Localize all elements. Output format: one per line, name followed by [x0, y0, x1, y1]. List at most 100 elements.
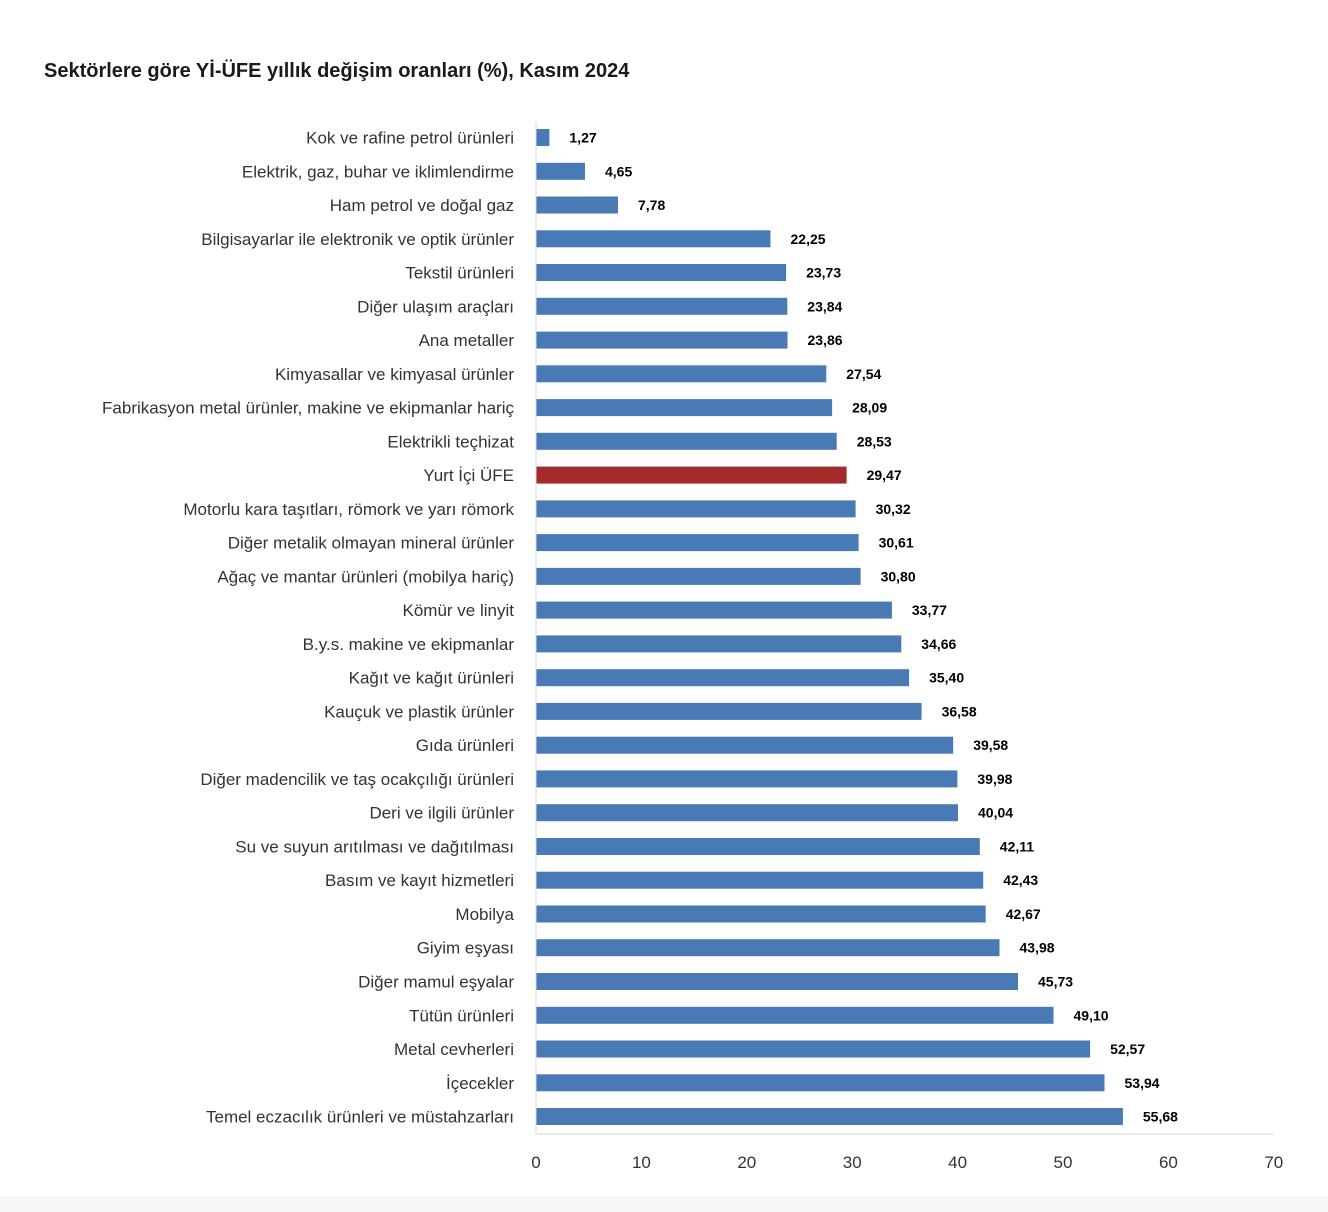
- value-label: 45,73: [1038, 974, 1073, 990]
- x-axis: 0 10 20 30 40 50 60 70: [531, 122, 1283, 1172]
- category-label: Motorlu kara taşıtları, römork ve yarı r…: [183, 500, 514, 519]
- category-label: B.y.s. makine ve ekipmanlar: [303, 635, 515, 654]
- category-label: Elektrikli teçhizat: [387, 432, 514, 451]
- bar: [536, 770, 958, 788]
- value-label: 55,68: [1143, 1109, 1178, 1125]
- chart-title: Sektörlere göre Yİ-ÜFE yıllık değişim or…: [44, 60, 630, 82]
- value-label: 23,86: [808, 332, 843, 348]
- value-label: 53,94: [1125, 1075, 1160, 1091]
- value-label: 43,98: [1020, 940, 1055, 956]
- category-label: Diğer mamul eşyalar: [358, 973, 514, 992]
- value-label: 28,53: [857, 433, 892, 449]
- x-tick-label: 0: [531, 1153, 540, 1172]
- value-label: 30,80: [881, 568, 916, 584]
- category-label: Elektrik, gaz, buhar ve iklimlendirme: [242, 162, 514, 181]
- value-label: 35,40: [929, 670, 964, 686]
- value-label: 52,57: [1110, 1041, 1145, 1057]
- bar: [536, 635, 902, 653]
- category-label: Diğer madencilik ve taş ocakçılığı ürünl…: [200, 770, 514, 789]
- category-label: Yurt İçi ÜFE: [423, 466, 514, 485]
- value-label: 36,58: [942, 703, 977, 719]
- category-label: Deri ve ilgili ürünler: [369, 804, 514, 823]
- bars-layer: [536, 129, 1123, 1125]
- category-label: Tütün ürünleri: [409, 1006, 514, 1025]
- category-label: Ham petrol ve doğal gaz: [330, 196, 514, 215]
- value-label: 49,10: [1074, 1007, 1109, 1023]
- bar: [536, 534, 859, 552]
- x-tick-label: 20: [737, 1153, 756, 1172]
- category-label: Kağıt ve kağıt ürünleri: [349, 669, 514, 688]
- category-label: Kimyasallar ve kimyasal ürünler: [275, 365, 514, 384]
- value-label: 22,25: [791, 231, 826, 247]
- bar: [536, 1108, 1123, 1125]
- bar: [536, 736, 954, 754]
- category-label: Ağaç ve mantar ürünleri (mobilya hariç): [217, 567, 514, 586]
- bar: [536, 702, 922, 720]
- value-label: 29,47: [867, 467, 902, 483]
- bar: [536, 1006, 1054, 1024]
- page-footer-strip: [0, 1196, 1328, 1212]
- bar: [536, 331, 788, 349]
- bar: [536, 905, 986, 923]
- value-label: 4,65: [605, 163, 632, 179]
- value-label: 28,09: [852, 400, 887, 416]
- bar: [536, 196, 618, 214]
- bar: [536, 1040, 1091, 1058]
- value-label: 39,58: [973, 737, 1008, 753]
- bar: [536, 669, 910, 687]
- bar: [536, 500, 856, 518]
- value-label: 7,78: [638, 197, 665, 213]
- value-label: 39,98: [977, 771, 1012, 787]
- x-tick-label: 40: [948, 1153, 967, 1172]
- bar: [536, 1074, 1105, 1092]
- category-label: Fabrikasyon metal ürünler, makine ve eki…: [102, 399, 514, 418]
- category-label: Temel eczacılık ürünleri ve müstahzarlar…: [206, 1108, 514, 1127]
- x-tick-label: 50: [1054, 1153, 1073, 1172]
- category-label: Tekstil ürünleri: [405, 264, 514, 283]
- category-label: Kömür ve linyit: [403, 601, 515, 620]
- category-label: Diğer ulaşım araçları: [357, 297, 514, 316]
- value-label: 42,11: [1000, 839, 1034, 855]
- value-labels-layer: 1,27 4,65 7,78 22,25 23,73 23,84 23,86 27,54 28,…: [569, 130, 1178, 1125]
- bar: [536, 365, 827, 383]
- x-tick-label: 10: [632, 1153, 651, 1172]
- category-label: Giyim eşyası: [417, 939, 514, 958]
- category-label: Su ve suyun arıtılması ve dağıtılması: [235, 838, 514, 857]
- value-label: 30,61: [879, 535, 914, 551]
- bar-highlight: [536, 466, 847, 484]
- category-label: Ana metaller: [419, 331, 515, 350]
- x-tick-label: 60: [1159, 1153, 1178, 1172]
- category-label: Mobilya: [455, 905, 514, 924]
- value-label: 23,73: [806, 265, 841, 281]
- bar: [536, 432, 837, 450]
- category-label: Gıda ürünleri: [416, 736, 514, 755]
- value-label: 40,04: [978, 805, 1013, 821]
- bar: [536, 264, 787, 281]
- bar: [536, 871, 984, 889]
- x-tick-label: 30: [843, 1153, 862, 1172]
- category-labels-layer: Kok ve rafine petrol ürünleri Elektrik, g…: [102, 129, 514, 1127]
- category-label: Kok ve rafine petrol ürünleri: [306, 129, 514, 148]
- value-label: 23,84: [807, 298, 842, 314]
- bar: [536, 838, 980, 855]
- category-label: Kauçuk ve plastik ürünler: [324, 702, 514, 721]
- category-label: Basım ve kayıt hizmetleri: [325, 871, 514, 890]
- bar: [536, 162, 585, 180]
- category-label: Metal cevherleri: [394, 1040, 514, 1059]
- value-label: 30,32: [876, 501, 911, 517]
- category-label: Bilgisayarlar ile elektronik ve optik ür…: [201, 230, 514, 249]
- value-label: 27,54: [846, 366, 881, 382]
- bar: [536, 939, 1000, 957]
- bar: [536, 804, 958, 822]
- bar: [536, 973, 1018, 990]
- bar: [536, 129, 550, 146]
- value-label: 34,66: [921, 636, 956, 652]
- category-label: Diğer metalik olmayan mineral ürünler: [228, 534, 515, 553]
- category-label: İçecekler: [446, 1074, 514, 1093]
- value-label: 1,27: [569, 130, 596, 146]
- bar: [536, 601, 892, 619]
- value-label: 42,67: [1006, 906, 1041, 922]
- bar: [536, 230, 771, 248]
- bar: [536, 297, 788, 315]
